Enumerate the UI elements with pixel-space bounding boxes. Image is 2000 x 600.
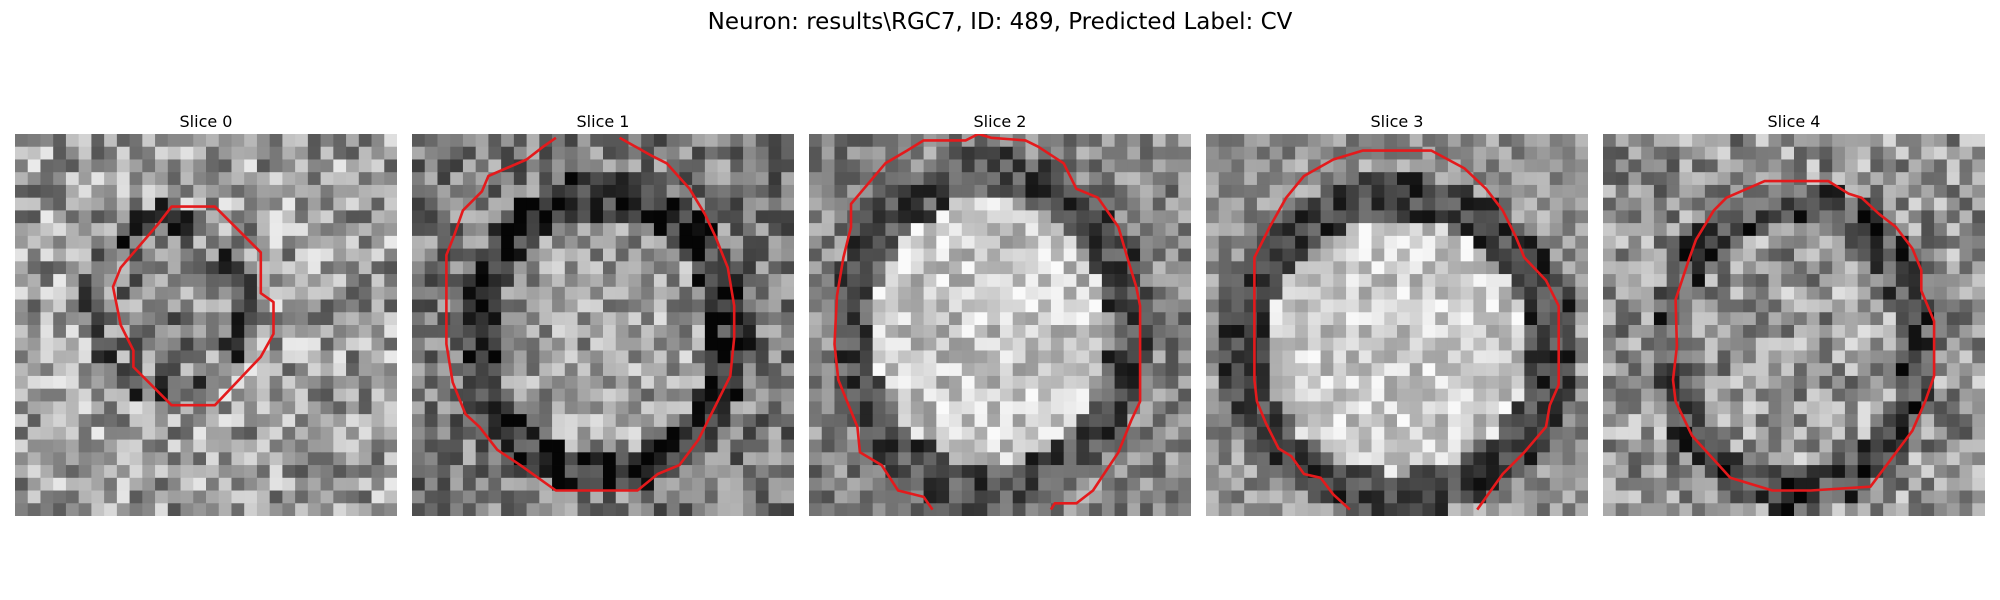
cell-contour-outline bbox=[1671, 179, 1936, 492]
figure-title: Neuron: results\RGC7, ID: 489, Predicted… bbox=[707, 9, 1293, 35]
slice-image bbox=[15, 134, 397, 516]
slice-panel-3: Slice 3 bbox=[1206, 110, 1588, 516]
slice-image bbox=[412, 134, 794, 516]
slice-panel-4: Slice 4 bbox=[1603, 110, 1985, 516]
pixel-grid bbox=[15, 134, 397, 516]
slice-title: Slice 0 bbox=[179, 112, 233, 131]
slice-title: Slice 2 bbox=[973, 112, 1027, 131]
cell-contour-outline bbox=[833, 134, 1142, 511]
slice-panel-2: Slice 2 bbox=[809, 110, 1191, 516]
slice-image bbox=[1603, 134, 1985, 516]
pixel-grid bbox=[1603, 134, 1985, 516]
slice-title: Slice 1 bbox=[576, 112, 630, 131]
cell-contour-outline bbox=[1253, 149, 1561, 511]
slice-image bbox=[1206, 134, 1588, 516]
cell-contour-outline bbox=[111, 205, 275, 407]
slice-image bbox=[809, 134, 1191, 516]
slice-title: Slice 3 bbox=[1370, 112, 1424, 131]
slice-panel-0: Slice 0 bbox=[15, 110, 397, 516]
pixel-grid bbox=[1206, 134, 1588, 516]
slice-panel-1: Slice 1 bbox=[412, 110, 794, 516]
slice-title: Slice 4 bbox=[1767, 112, 1821, 131]
cell-contour-outline bbox=[445, 136, 736, 492]
pixel-grid bbox=[809, 134, 1191, 516]
pixel-grid bbox=[412, 134, 794, 516]
